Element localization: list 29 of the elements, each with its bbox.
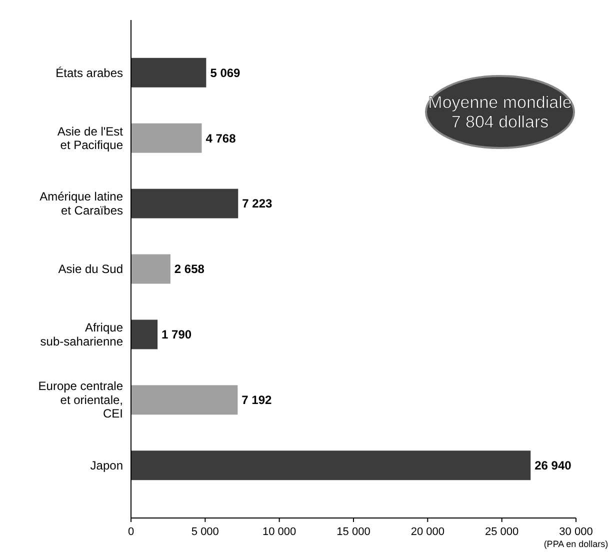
- y-tick-label: Afrique sub-saharienne: [40, 320, 124, 348]
- y-tick-label: Asie de l'Est et Pacifique: [57, 124, 124, 152]
- bar: [131, 450, 531, 480]
- x-tick-label: 15 000: [336, 526, 370, 538]
- x-tick-label: 20 000: [410, 526, 444, 538]
- y-tick-label: Europe centrale et orientale, CEI: [38, 379, 124, 421]
- bar: [131, 58, 206, 88]
- data-label: 2 658: [174, 262, 205, 276]
- data-label: 4 768: [206, 131, 236, 146]
- y-tick-label: Japon: [90, 458, 123, 473]
- x-axis-title: (PPA en dollars): [544, 539, 608, 549]
- bar: [131, 320, 158, 350]
- data-label: 1 790: [162, 328, 192, 342]
- x-tick-label: 10 000: [262, 526, 296, 538]
- data-label: 7 192: [242, 393, 272, 408]
- y-tick-label: Amérique latine et Caraïbes: [40, 190, 124, 218]
- y-tick-label: États arabes: [56, 66, 123, 80]
- bar: [131, 385, 238, 415]
- x-tick-label: 5 000: [191, 526, 219, 538]
- x-tick-label: 30 000: [559, 526, 593, 538]
- y-tick-label: Asie du Sud: [58, 262, 123, 276]
- data-label: 5 069: [210, 66, 241, 80]
- x-tick-label: 25 000: [485, 526, 519, 538]
- data-label: 7 223: [242, 196, 272, 211]
- data-label: 26 940: [534, 458, 572, 473]
- x-tick-label: 0: [128, 526, 134, 538]
- bar: [131, 123, 202, 153]
- bar: [131, 188, 238, 218]
- bar: [131, 254, 170, 284]
